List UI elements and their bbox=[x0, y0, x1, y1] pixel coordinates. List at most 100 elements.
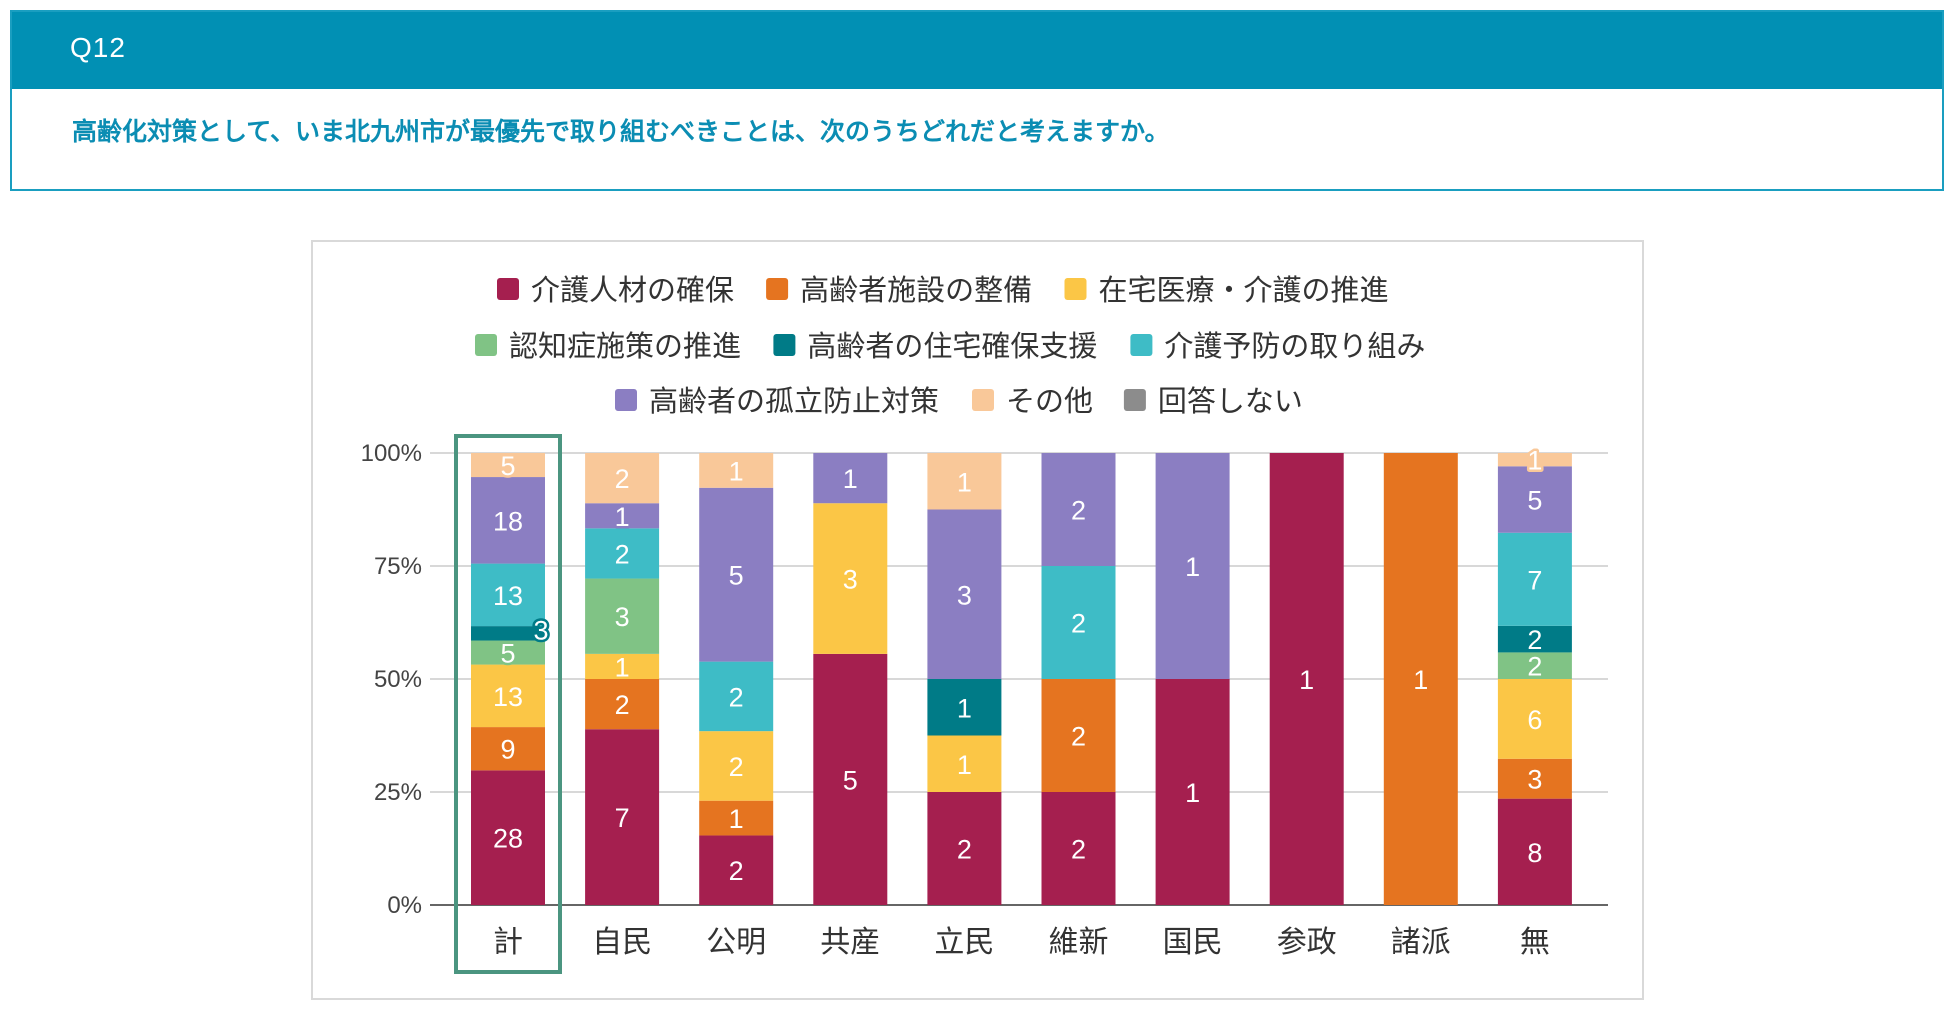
value-label: 3 bbox=[957, 580, 972, 610]
value-label: 28 bbox=[493, 824, 523, 854]
value-label: 2 bbox=[1071, 722, 1086, 752]
bar-segment bbox=[1155, 679, 1230, 905]
value-label: 1 bbox=[615, 652, 630, 682]
legend-item: 介護人材の確保 bbox=[497, 273, 734, 307]
legend-swatch bbox=[766, 278, 789, 300]
value-label: 7 bbox=[1527, 565, 1542, 595]
value-label: 2 bbox=[615, 464, 630, 494]
question-header: Q12 bbox=[12, 12, 1942, 89]
y-tick-label: 75% bbox=[374, 553, 422, 580]
value-label: 1 bbox=[729, 456, 744, 486]
bar-segment bbox=[1155, 453, 1230, 679]
value-label: 2 bbox=[729, 752, 744, 782]
bar-segment bbox=[1383, 453, 1458, 905]
value-label: 1 bbox=[957, 467, 972, 497]
x-tick-label: 共産 bbox=[820, 925, 880, 960]
x-tick-label: 諸派 bbox=[1391, 925, 1451, 960]
value-label: 2 bbox=[1527, 625, 1542, 655]
value-label: 1 bbox=[1299, 665, 1314, 695]
legend-label: 高齢者施設の整備 bbox=[800, 273, 1032, 307]
legend-swatch bbox=[615, 389, 637, 411]
legend-swatch bbox=[1064, 278, 1087, 300]
bar-segment bbox=[699, 800, 774, 836]
value-label: 3 bbox=[1527, 765, 1542, 795]
value-label: 3 bbox=[843, 565, 858, 595]
value-label: 7 bbox=[615, 803, 630, 833]
x-tick-label: 計 bbox=[493, 925, 523, 960]
bar-segment bbox=[927, 792, 1002, 905]
legend-swatch bbox=[773, 334, 796, 356]
question-text: 高齢化対策として、いま北九州市が最優先で取り組むべきことは、次のうちどれだと考え… bbox=[72, 117, 1170, 146]
legend-item: 介護予防の取り組み bbox=[1130, 329, 1425, 363]
legend-swatch bbox=[1130, 334, 1153, 356]
bar-segment bbox=[1497, 798, 1572, 905]
x-tick-label: 維新 bbox=[1049, 925, 1109, 960]
bar-segment bbox=[927, 735, 1002, 792]
highlight-box bbox=[454, 434, 562, 974]
legend-swatch bbox=[475, 334, 497, 356]
bar-segment bbox=[585, 653, 660, 679]
value-label: 9 bbox=[500, 735, 515, 765]
bar-segment bbox=[699, 453, 774, 488]
legend-item: 高齢者施設の整備 bbox=[766, 273, 1032, 307]
value-label: 5 bbox=[500, 451, 515, 481]
bar-segment bbox=[699, 487, 774, 662]
bar-segment bbox=[1041, 792, 1116, 905]
highlight-group bbox=[454, 434, 562, 974]
legend-label: 高齢者の孤立防止対策 bbox=[649, 384, 939, 418]
legend-label: 認知症施策の推進 bbox=[509, 329, 741, 363]
bar-segment bbox=[1497, 679, 1572, 759]
value-label: 5 bbox=[729, 561, 744, 591]
bar-segment bbox=[1041, 566, 1116, 679]
x-tick-label: 自民 bbox=[592, 925, 652, 960]
y-tick-label: 50% bbox=[374, 666, 422, 693]
legend-label: 高齢者の住宅確保支援 bbox=[807, 329, 1097, 363]
value-labels: 2891353131857213212212251531211312222111… bbox=[493, 443, 1545, 886]
value-label: 5 bbox=[500, 639, 515, 669]
bar-segment bbox=[471, 640, 545, 665]
bar-segment bbox=[1497, 532, 1572, 626]
value-label: 5 bbox=[1527, 486, 1542, 516]
bar-segment bbox=[1041, 453, 1116, 566]
value-label: 13 bbox=[493, 682, 523, 712]
bar-segment bbox=[471, 664, 545, 728]
legend-label: 回答しない bbox=[1158, 384, 1303, 418]
x-axis-labels: 計 自民 公明 共産 立民 維新 国民 参政 諸派 無 bbox=[493, 925, 1550, 960]
bar-segment bbox=[927, 679, 1002, 736]
value-label: 1 bbox=[729, 804, 744, 834]
value-label: 2 bbox=[1071, 496, 1086, 526]
bar-segment bbox=[813, 453, 888, 504]
value-label: 2 bbox=[729, 682, 744, 712]
bar-segment bbox=[1497, 466, 1572, 533]
bar-segment bbox=[813, 653, 888, 905]
bar-segment bbox=[699, 661, 774, 732]
legend-label: その他 bbox=[1006, 384, 1093, 418]
value-label: 1 bbox=[957, 693, 972, 723]
bar-segment bbox=[1041, 679, 1116, 792]
legend-item: 高齢者の住宅確保支援 bbox=[773, 329, 1097, 363]
legend-item: 高齢者の孤立防止対策 bbox=[615, 384, 939, 418]
legend-label: 介護予防の取り組み bbox=[1164, 329, 1425, 363]
bar-segment bbox=[1497, 652, 1572, 679]
legend-swatch bbox=[1123, 389, 1146, 411]
bar-segment bbox=[927, 509, 1002, 679]
value-label: 2 bbox=[1071, 609, 1086, 639]
bar-segment bbox=[471, 770, 545, 905]
value-label: 1 bbox=[615, 502, 630, 532]
y-tick-label: 0% bbox=[387, 892, 422, 919]
legend-item: その他 bbox=[972, 384, 1093, 418]
value-label: 3 bbox=[533, 615, 548, 645]
value-label: 8 bbox=[1527, 838, 1542, 868]
bar-segment bbox=[471, 626, 545, 641]
legend-swatch bbox=[972, 389, 994, 411]
bar-segment bbox=[585, 453, 660, 504]
value-label: 2 bbox=[957, 835, 972, 865]
bar-segment bbox=[471, 453, 545, 478]
bar-segment bbox=[471, 477, 545, 564]
value-label: 1 bbox=[843, 464, 858, 494]
y-axis-ticks: 0% 25% 50% 75% 100% bbox=[361, 440, 422, 919]
bar-segment bbox=[471, 563, 545, 627]
value-label: 1 bbox=[1413, 665, 1428, 695]
value-label: 2 bbox=[1527, 652, 1542, 682]
